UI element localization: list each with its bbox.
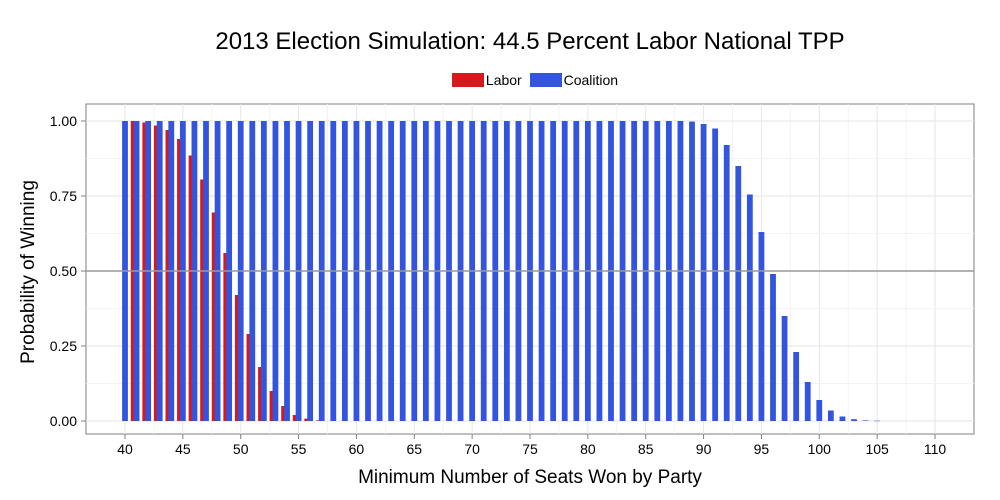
- bar-coalition-105: [874, 420, 881, 422]
- y-tick-label: 0.50: [50, 263, 77, 279]
- legend-label-labor: Labor: [485, 72, 522, 88]
- bar-coalition-96: [770, 274, 776, 421]
- bar-coalition-100: [816, 400, 823, 421]
- bar-coalition-91: [712, 128, 719, 421]
- x-tick-label: 110: [924, 441, 947, 457]
- y-axis-ticks: 0.00 0.25 0.50 0.75 1.00: [50, 113, 86, 429]
- x-tick-label: 100: [808, 441, 832, 457]
- bar-coalition-98: [793, 352, 800, 421]
- x-tick-label: 50: [233, 441, 249, 457]
- x-tick-label: 45: [175, 441, 191, 457]
- bar-coalition-104: [862, 420, 869, 421]
- x-tick-label: 65: [406, 441, 422, 457]
- legend-key-labor: [451, 73, 484, 87]
- bar-labor-46: [188, 155, 195, 421]
- x-tick-label: 40: [117, 441, 133, 457]
- legend-item-labor: Labor: [451, 72, 522, 88]
- y-tick-label: 1.00: [50, 113, 77, 129]
- bar-coalition-102: [839, 416, 846, 421]
- bar-coalition-95: [758, 232, 765, 421]
- bar-coalition-92: [723, 145, 730, 421]
- y-tick-label: 0.25: [50, 338, 77, 354]
- bar-coalition-94: [746, 194, 753, 421]
- x-tick-label: 105: [865, 441, 889, 457]
- chart-title: 2013 Election Simulation: 44.5 Percent L…: [215, 28, 845, 55]
- y-tick-label: 0.00: [50, 413, 77, 429]
- bar-labor-53: [269, 391, 276, 421]
- legend-item-coalition: Coalition: [529, 72, 619, 88]
- legend-label-coalition: Coalition: [563, 72, 619, 88]
- x-tick-label: 95: [754, 441, 770, 457]
- x-tick-label: 70: [464, 441, 480, 457]
- y-axis-title: Probability of Winning: [18, 180, 39, 364]
- legend-key-coalition: [529, 73, 562, 87]
- bar-labor-54: [281, 406, 287, 421]
- bar-coalition-93: [735, 166, 742, 421]
- bar-coalition-101: [827, 410, 834, 421]
- legend: Labor Coalition: [0, 72, 1000, 90]
- bar-labor-47: [200, 179, 206, 421]
- x-tick-label: 80: [580, 441, 596, 457]
- x-tick-label: 60: [349, 441, 365, 457]
- x-tick-label: 90: [696, 441, 712, 457]
- bar-coalition-103: [851, 419, 857, 421]
- x-axis-ticks: 40 45 50 55 60 65 70 75 80 85 90 95 100 105 110: [117, 434, 946, 457]
- x-axis-title: Minimum Number of Seats Won by Party: [358, 467, 702, 488]
- x-tick-label: 55: [291, 441, 307, 457]
- x-tick-label: 75: [522, 441, 538, 457]
- bar-coalition-90: [700, 124, 707, 421]
- bar-coalition-97: [781, 316, 788, 421]
- x-tick-label: 85: [638, 441, 654, 457]
- y-tick-label: 0.75: [50, 188, 77, 204]
- bar-coalition-99: [804, 382, 811, 421]
